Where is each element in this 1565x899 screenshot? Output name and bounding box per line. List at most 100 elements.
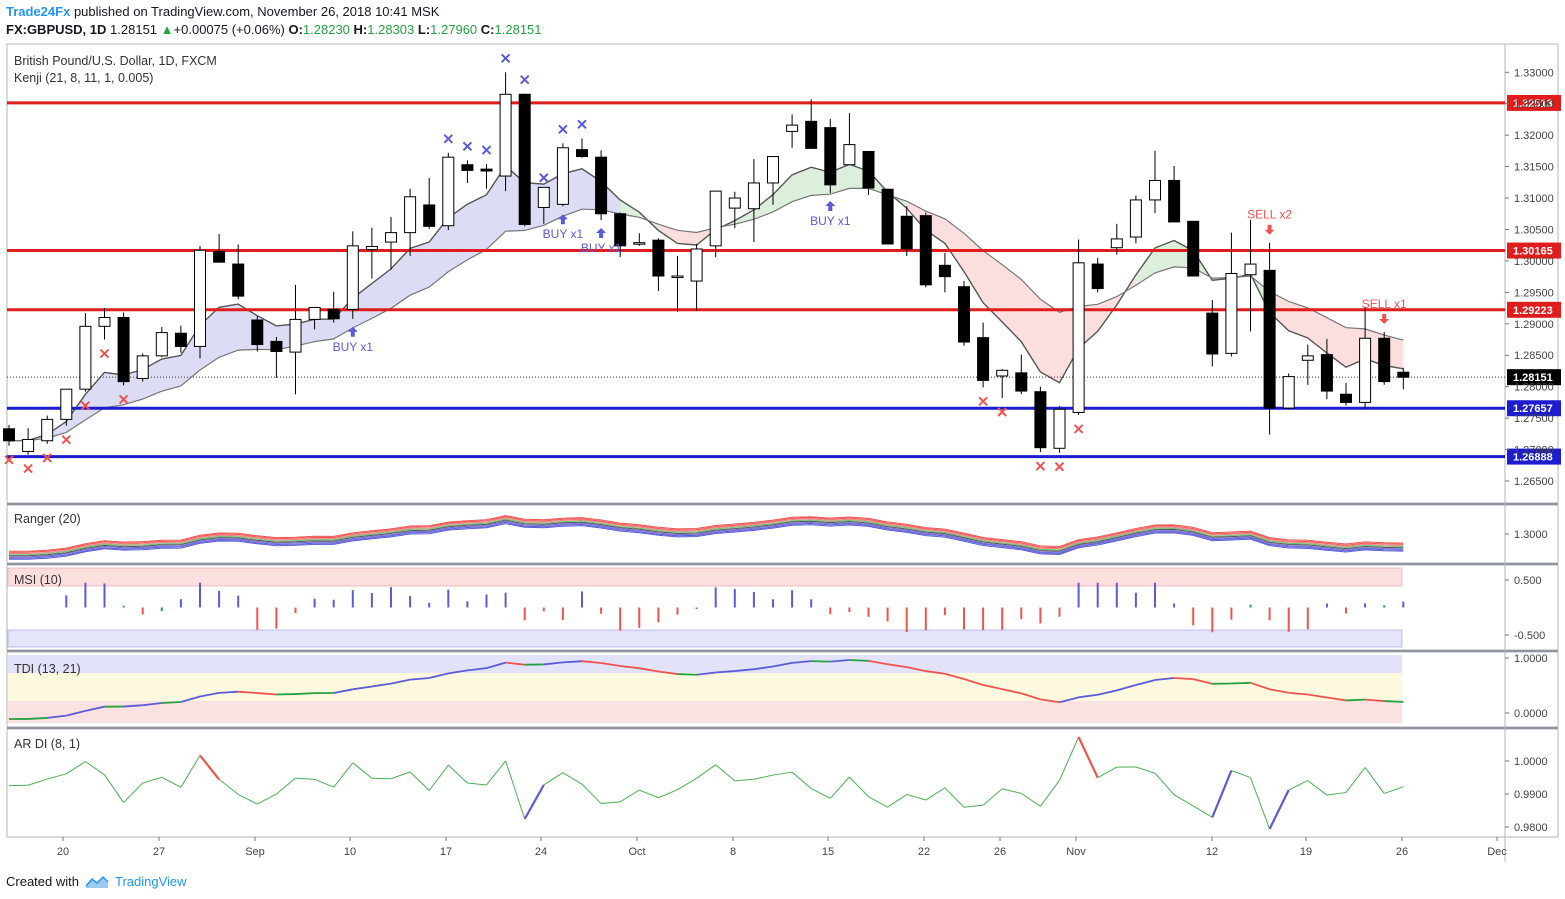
ardi-line-segment [1097,766,1118,779]
cross-marker [462,141,473,152]
candle-body [958,286,970,343]
ardi-line-segment [810,788,831,799]
tdi-line-segment [658,670,678,675]
candle-body [786,124,799,132]
candle-body [289,318,302,353]
cloud-segment [314,319,334,342]
candle-body [518,93,531,225]
ardi-line-segment [1250,777,1271,830]
ohlc-line: FX:GBPUSD, 1D 1.28151 ▲+0.00075 (+0.06%)… [6,22,542,38]
cross-marker [519,74,530,85]
candle-body [1282,376,1295,409]
tdi-line-segment [906,666,926,672]
ardi-line-segment [486,760,506,786]
cross-marker [1054,461,1065,472]
ardi-line-segment [1135,766,1156,774]
ardi-line-segment [1173,794,1194,807]
published-line: Trade24Fx published on TradingView.com, … [6,4,439,20]
candle-body [404,196,417,234]
cross-marker [80,401,91,411]
candle-body [22,438,35,452]
y-tick-label: 0.9900 [1514,789,1548,801]
candle-body [614,213,627,247]
y-tick-label: 1.27500 [1514,413,1554,425]
level-label-bg [1507,242,1561,259]
tdi-line-segment [849,659,869,662]
author-link[interactable]: Trade24Fx [6,4,71,19]
y-tick-label: 1.26500 [1514,476,1554,488]
candle-body [938,264,951,278]
tradingview-logo-icon [85,875,109,888]
published-text: published on TradingView.com, November 2… [73,4,440,19]
candle-body [480,168,493,172]
buy-arrow-icon [596,228,607,239]
candle-body [270,340,283,352]
tdi-line-segment [1192,678,1213,685]
ardi-line-segment [619,789,640,803]
ardi-line-segment [849,776,869,797]
cloud-segment [486,166,506,250]
tdi-line-segment [1040,698,1060,704]
candle-body [499,93,512,177]
candle-body [537,186,550,208]
candle-body [977,337,990,381]
ardi-line-segment [734,778,754,782]
cross-marker [481,145,492,155]
tdi-line-segment [925,670,946,675]
tdi-line-segment [390,678,411,685]
chart-title: British Pound/U.S. Dollar, 1D, FXCM [14,54,217,68]
tdi-line-segment [47,714,67,719]
candle-body [728,197,741,209]
x-tick-label: Sep [245,846,265,858]
tdi-line-segment [696,671,716,676]
tdi-line-segment [600,662,621,667]
ardi-line-segment [390,771,411,780]
tdi-mid-zone [8,673,1402,701]
ardi-line-segment [601,801,621,804]
candle-body [327,308,340,320]
ardi-line-segment [1231,770,1251,779]
candle-body [155,332,168,357]
signal-label: SELL x2 [1247,208,1292,222]
cross-marker [978,396,988,407]
panel-frame [6,43,1559,504]
footer: Created with TradingView [6,874,187,889]
panel-frame [6,651,1559,728]
last-price-label-bg [1507,369,1561,386]
candle-body [1244,263,1257,276]
ardi-line-segment [199,754,220,781]
ardi-line-segment [677,777,697,791]
tdi-line-segment [486,661,506,669]
x-tick-label: Nov [1066,846,1086,858]
ardi-line-segment [772,771,793,776]
tdi-line-segment [1078,693,1098,699]
tdi-line-segment [1116,684,1137,692]
close-label: C: [480,22,495,37]
cross-marker [99,348,110,359]
tdi-line-segment [142,702,162,707]
last-price-label: 1.28151 [1513,372,1553,384]
tdi-line-segment [505,661,525,666]
tdi-line-segment [428,672,449,679]
ardi-line-segment [161,776,182,788]
signal-label: BUY x1 [810,214,851,228]
high-label: H: [353,22,368,37]
candle-body [1053,408,1066,449]
tdi-line-segment [199,691,220,698]
tdi-line-segment [963,678,984,686]
candle-body [1091,263,1104,290]
level-label-bg [1507,400,1561,417]
ranger-band-line [9,515,1404,552]
candle-body [60,388,73,420]
level-label: 1.27657 [1513,403,1553,415]
buy-arrow-icon [557,214,568,225]
ardi-line-segment [1364,767,1385,794]
level-label-bg [1507,94,1561,111]
sell-arrow-icon [1264,224,1275,235]
tradingview-link[interactable]: TradingView [114,874,187,889]
candle-body [1129,199,1142,238]
y-tick-label: 1.31500 [1514,162,1554,174]
low-value: 1.27960 [430,22,478,37]
tdi-line-segment [1250,681,1270,691]
